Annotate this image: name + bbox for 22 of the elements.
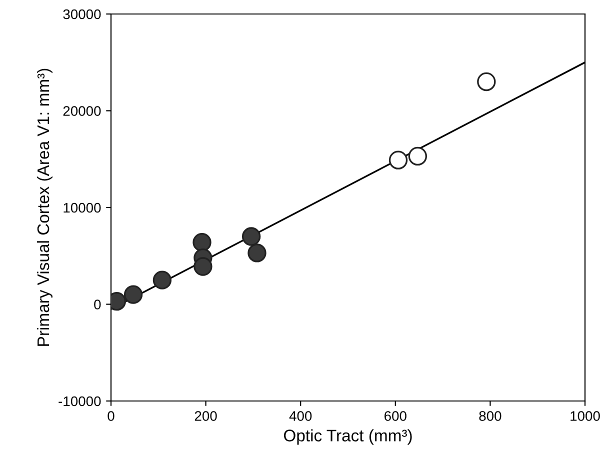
x-tick-label: 200 xyxy=(194,411,217,421)
y-tick-label: 20000 xyxy=(63,106,101,116)
point xyxy=(242,227,261,246)
point xyxy=(388,150,408,170)
point xyxy=(192,232,212,252)
y-tick-label: 10000 xyxy=(64,202,101,213)
point xyxy=(194,257,212,276)
y-tick-label: -10000 xyxy=(58,396,101,406)
x-tick-label: 400 xyxy=(289,411,312,421)
y-tick-label: 0 xyxy=(94,300,101,310)
point xyxy=(124,285,143,304)
point xyxy=(152,270,172,290)
y-tick-label: 30000 xyxy=(63,9,101,20)
point xyxy=(477,72,496,92)
x-tick-label: 800 xyxy=(479,411,502,421)
x-tick-label: 600 xyxy=(384,411,406,421)
point xyxy=(408,146,428,166)
x-tick-label: 0 xyxy=(108,411,114,421)
y-axis-title: Primary Visual Cortex (Area V1: mm³) xyxy=(36,68,52,346)
x-tick-label: 1000 xyxy=(570,411,600,421)
point xyxy=(248,244,266,262)
x-axis-title: Optic Tract (mm³) xyxy=(284,429,412,445)
